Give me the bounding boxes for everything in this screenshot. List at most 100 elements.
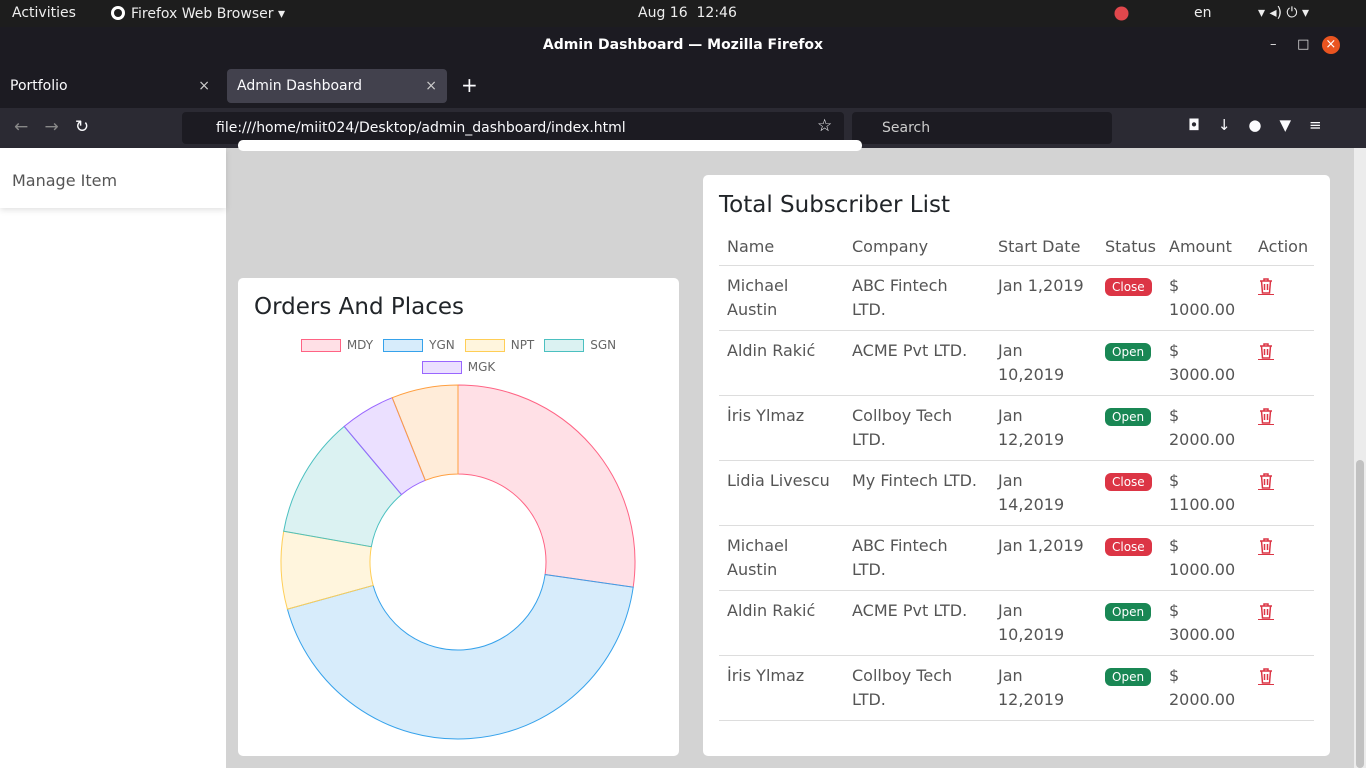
status-cell: Open bbox=[1097, 330, 1161, 396]
legend-swatch bbox=[300, 338, 341, 352]
table-cell: ACME Pvt LTD. bbox=[844, 590, 990, 656]
table-cell: $ 2000.00 bbox=[1161, 655, 1250, 721]
table-cell: $ 1100.00 bbox=[1161, 460, 1250, 526]
table-cell: Aldin Rakić bbox=[719, 590, 844, 656]
table-cell: ABC Fintech LTD. bbox=[844, 525, 990, 591]
status-cell: Open bbox=[1097, 590, 1161, 656]
trash-shape bbox=[1260, 603, 1272, 619]
legend-item: YGN bbox=[383, 338, 455, 352]
activities[interactable]: Activities bbox=[12, 5, 76, 21]
status-cell: Open bbox=[1097, 655, 1161, 721]
nav-buttons[interactable]: ← → ↻ bbox=[14, 117, 90, 137]
tab-close[interactable]: × bbox=[198, 78, 210, 94]
app-name: Firefox Web Browser bbox=[131, 6, 274, 22]
table-cell: Michael Austin bbox=[719, 265, 844, 331]
bookmark-star[interactable]: ☆ bbox=[817, 116, 833, 136]
trash-shape bbox=[1260, 473, 1272, 489]
record-icon bbox=[1114, 6, 1129, 25]
action-cell bbox=[1250, 590, 1314, 656]
status-badge: Close bbox=[1105, 278, 1152, 296]
tab[interactable]: Portfolio × bbox=[0, 69, 220, 103]
sidebar-item[interactable]: Manage Item bbox=[0, 148, 226, 208]
legend-item: MDY bbox=[300, 338, 374, 352]
action-cell bbox=[1250, 460, 1314, 526]
status-cell: Open bbox=[1097, 395, 1161, 461]
status-cell: Close bbox=[1097, 525, 1161, 591]
column-header: Status bbox=[1097, 231, 1161, 266]
legend-item: MGK bbox=[421, 360, 496, 374]
table-cell: Jan 12,2019 bbox=[990, 655, 1097, 721]
trash-shape bbox=[1260, 408, 1272, 424]
tab-close[interactable]: × bbox=[425, 78, 437, 94]
status-badge: Close bbox=[1105, 473, 1152, 491]
url-bar[interactable]: file:///home/miit024/Desktop/admin_dashb… bbox=[182, 112, 844, 144]
legend-swatch bbox=[544, 338, 585, 352]
system-bar: Activities Firefox Web Browser ▾ Aug 16 … bbox=[0, 0, 1366, 27]
table-row: İris Ylmaz Collboy Tech LTD. Jan 12,2019 Op… bbox=[719, 655, 1314, 721]
legend-item: SGN bbox=[544, 338, 616, 352]
column-header: Company bbox=[844, 231, 990, 266]
table-card: Total Subscriber List Name Company Start D… bbox=[703, 175, 1330, 756]
subscriber-table: Name Company Start Date Status Amount Action … bbox=[719, 231, 1314, 721]
action-cell bbox=[1250, 655, 1314, 721]
status-badge: Open bbox=[1105, 408, 1152, 426]
table-cell: $ 1000.00 bbox=[1161, 265, 1250, 331]
action-cell bbox=[1250, 265, 1314, 331]
table-cell: Jan 1,2019 bbox=[990, 265, 1097, 331]
table-cell: $ 3000.00 bbox=[1161, 590, 1250, 656]
column-header: Action bbox=[1250, 231, 1314, 266]
donut-segment bbox=[391, 384, 459, 481]
scroll-thumb[interactable] bbox=[1356, 460, 1364, 768]
lang[interactable]: en bbox=[1194, 5, 1212, 21]
donut-segment bbox=[457, 384, 636, 588]
toolbar-icons[interactable]: ◘↓●▼≡ bbox=[1188, 116, 1340, 134]
sidebar bbox=[0, 148, 226, 768]
trash-shape bbox=[1260, 668, 1272, 684]
table-cell: Jan 12,2019 bbox=[990, 395, 1097, 461]
delete-icon[interactable] bbox=[1258, 472, 1274, 490]
status-icons[interactable]: ▾ ◂) ⏻ ▾ bbox=[1258, 5, 1309, 21]
table-cell: Michael Austin bbox=[719, 525, 844, 591]
table-row: Aldin Rakić ACME Pvt LTD. Jan 10,2019 Open $… bbox=[719, 590, 1314, 656]
table-cell: İris Ylmaz bbox=[719, 655, 844, 721]
delete-icon[interactable] bbox=[1258, 277, 1274, 295]
table-row: Michael Austin ABC Fintech LTD. Jan 1,2019… bbox=[719, 265, 1314, 331]
nav-bar: ← → ↻ file:///home/miit024/Desktop/admin… bbox=[0, 108, 1366, 148]
status-badge: Close bbox=[1105, 538, 1152, 556]
clock[interactable]: Aug 16 12:46 bbox=[638, 5, 737, 21]
delete-icon[interactable] bbox=[1258, 667, 1274, 685]
status-badge: Open bbox=[1105, 668, 1152, 686]
column-header: Start Date bbox=[990, 231, 1097, 266]
table-cell: Jan 10,2019 bbox=[990, 330, 1097, 396]
table-cell: ABC Fintech LTD. bbox=[844, 265, 990, 331]
legend-swatch bbox=[383, 338, 424, 352]
table-cell: My Fintech LTD. bbox=[844, 460, 990, 526]
window-controls[interactable]: – □ × bbox=[1270, 36, 1340, 54]
legend: MDY YGN NPT SGN MGK bbox=[278, 338, 639, 374]
status-cell: Close bbox=[1097, 460, 1161, 526]
tab[interactable]: Admin Dashboard × bbox=[227, 69, 447, 103]
header-row: Name Company Start Date Status Amount Action bbox=[719, 231, 1314, 266]
column-header: Amount bbox=[1161, 231, 1250, 266]
table-cell: Jan 1,2019 bbox=[990, 525, 1097, 591]
trash-shape bbox=[1260, 538, 1272, 554]
delete-icon[interactable] bbox=[1258, 407, 1274, 425]
table-cell: Lidia Livescu bbox=[719, 460, 844, 526]
legend-label: MDY bbox=[346, 338, 374, 352]
delete-icon[interactable] bbox=[1258, 602, 1274, 620]
legend-label: SGN bbox=[590, 338, 617, 352]
tab-label: Admin Dashboard bbox=[237, 78, 363, 94]
table-cell: $ 3000.00 bbox=[1161, 330, 1250, 396]
search-box[interactable]: Search bbox=[852, 112, 1112, 144]
app-menu[interactable]: Firefox Web Browser ▾ bbox=[110, 5, 285, 22]
delete-icon[interactable] bbox=[1258, 537, 1274, 555]
legend-label: MGK bbox=[467, 360, 496, 374]
table-cell: Aldin Rakić bbox=[719, 330, 844, 396]
action-cell bbox=[1250, 395, 1314, 461]
table-cell: Collboy Tech LTD. bbox=[844, 395, 990, 461]
delete-icon[interactable] bbox=[1258, 342, 1274, 360]
table-row: Aldin Rakić ACME Pvt LTD. Jan 10,2019 Open $… bbox=[719, 330, 1314, 396]
table-row: Michael Austin ABC Fintech LTD. Jan 1,2019… bbox=[719, 525, 1314, 591]
new-tab[interactable]: + bbox=[461, 73, 478, 97]
